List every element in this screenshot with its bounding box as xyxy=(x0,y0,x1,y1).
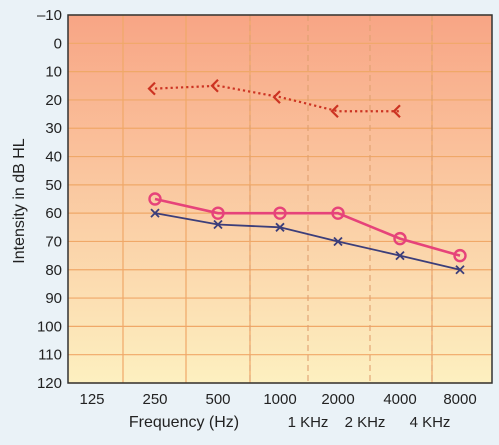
x-tick-label-khz: 2 KHz xyxy=(345,414,386,431)
y-tick-label: 110 xyxy=(38,347,62,364)
data-point-circle xyxy=(453,248,467,263)
plot-frame xyxy=(67,14,493,384)
data-point-bracket xyxy=(147,81,156,96)
series-circle xyxy=(148,192,467,263)
data-point-circle xyxy=(148,192,162,206)
data-point-cross xyxy=(213,219,223,230)
series-line xyxy=(154,212,461,271)
x-tick-label-khz: 4 KHz xyxy=(410,414,451,431)
y-tick-label: 90 xyxy=(45,290,62,307)
y-tick-label: 50 xyxy=(45,177,62,194)
x-tick-label: 2000 xyxy=(321,391,354,408)
y-tick-label: –10 xyxy=(37,7,62,24)
x-tick-label: 8000 xyxy=(443,391,476,408)
data-point-bracket xyxy=(272,90,281,104)
plot-background xyxy=(68,15,492,383)
data-point-cross xyxy=(150,208,160,218)
x-tick-label: 4000 xyxy=(383,391,416,408)
series-line xyxy=(154,197,461,257)
x-tick-label: 250 xyxy=(142,391,167,408)
data-point-cross xyxy=(395,250,405,261)
y-tick-label: 40 xyxy=(45,149,62,166)
y-axis-title: Intensity in dB HL xyxy=(11,138,28,264)
series-cross xyxy=(150,208,465,275)
data-point-bracket xyxy=(392,104,401,119)
series-bone-conduction-bracket xyxy=(147,78,401,119)
series-line xyxy=(154,84,400,113)
y-tick-label: 60 xyxy=(45,205,62,222)
y-tick-label: 80 xyxy=(45,262,62,279)
x-tick-label: 125 xyxy=(79,391,104,408)
x-tick-label: 1000 xyxy=(263,391,296,408)
data-point-circle xyxy=(331,206,345,220)
labels: –10 0 10 20 30 40 50 60 70 80 90 100 110 120 125 250 500… xyxy=(11,7,477,431)
series-group xyxy=(147,78,467,275)
data-point-cross xyxy=(275,222,285,232)
y-tick-label: 100 xyxy=(37,318,62,335)
y-tick-label: 30 xyxy=(45,120,62,137)
data-point-circle xyxy=(393,231,407,246)
y-tick-label: 0 xyxy=(54,35,62,52)
data-point-circle xyxy=(211,206,225,220)
y-tick-label: 20 xyxy=(45,92,62,109)
y-tick-label: 10 xyxy=(45,64,62,81)
axes xyxy=(67,14,493,384)
x-tick-label-khz: 1 KHz xyxy=(288,414,329,431)
y-tick-label: 120 xyxy=(37,375,62,392)
data-point-circle xyxy=(273,206,287,220)
y-tick-label: 70 xyxy=(45,233,62,250)
x-axis-title: Frequency (Hz) xyxy=(129,414,239,431)
data-point-cross xyxy=(333,236,343,247)
x-tick-label: 500 xyxy=(205,391,230,408)
data-point-cross xyxy=(455,265,465,275)
data-point-bracket xyxy=(330,104,339,119)
data-point-bracket xyxy=(210,78,219,93)
